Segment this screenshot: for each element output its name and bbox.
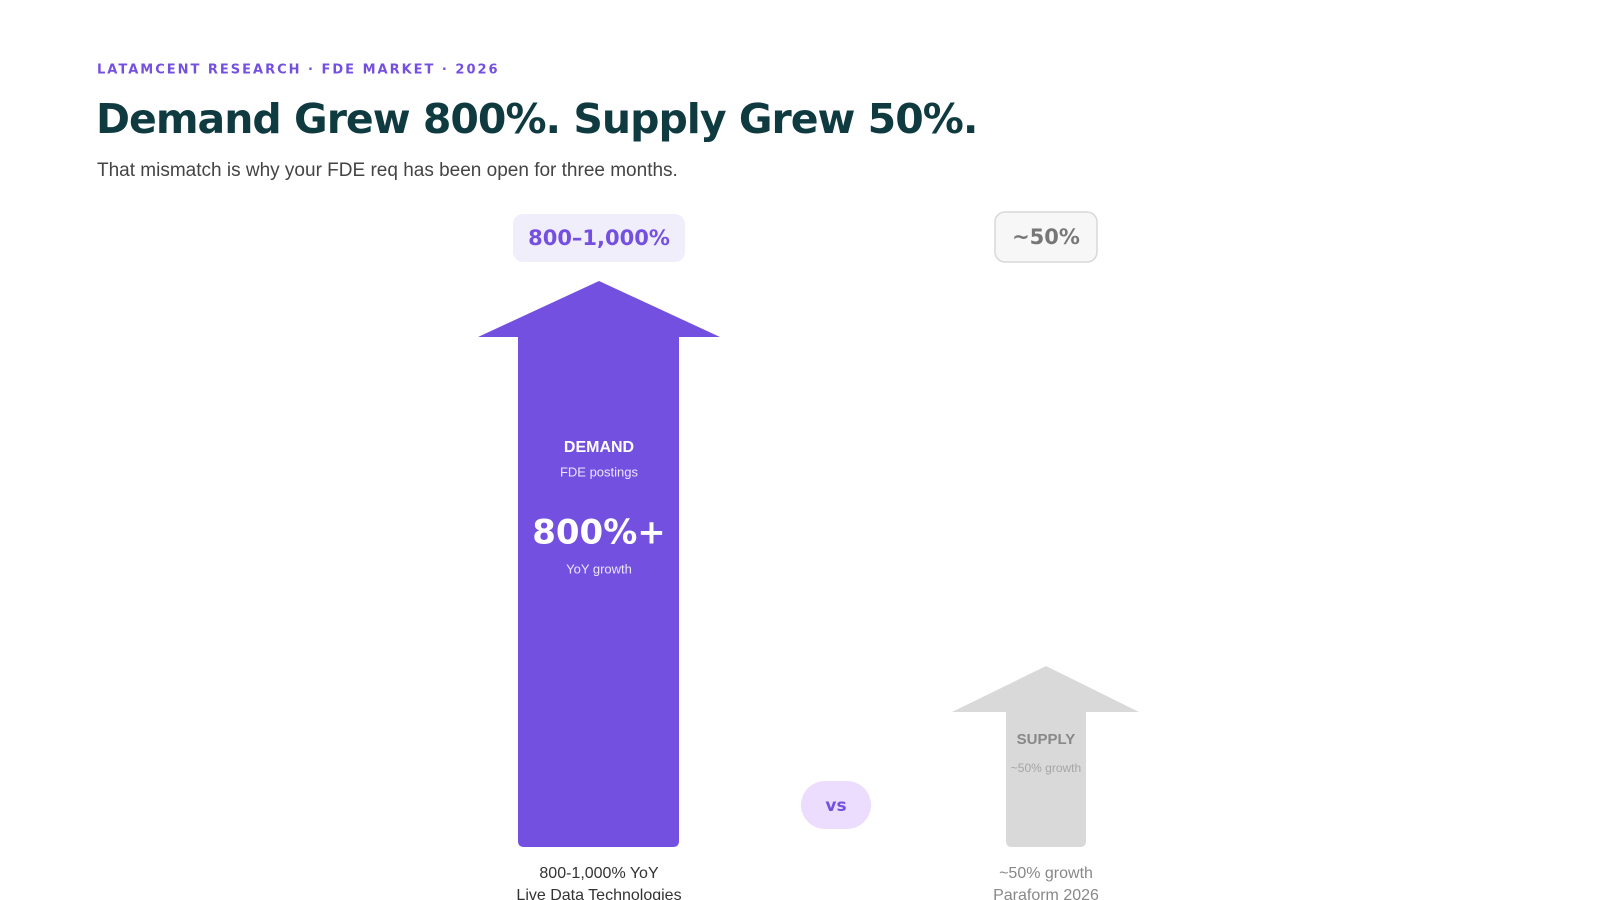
demand-stat-label: YoY growth <box>566 561 632 576</box>
demand-label: DEMAND <box>564 439 634 456</box>
eyebrow: LATAMCENT RESEARCH · FDE MARKET · 2026 <box>97 63 500 78</box>
title: Demand Grew 800%. Supply Grew 50%. <box>96 95 977 143</box>
demand-arrow <box>478 281 720 847</box>
demand-stat: 800%+ <box>532 513 666 553</box>
demand-caption: 800-1,000% YoY <box>539 865 659 882</box>
supply-arrow <box>952 666 1139 847</box>
supply-source: Paraform 2026 <box>993 887 1099 900</box>
demand-source: Live Data Technologies <box>516 887 681 900</box>
demand-sublabel: FDE postings <box>560 464 639 479</box>
supply-label: SUPPLY <box>1017 731 1076 748</box>
supply-badge-bg <box>994 211 1098 263</box>
supply-caption: ~50% growth <box>999 865 1093 882</box>
subtitle: That mismatch is why your FDE req has be… <box>97 160 678 181</box>
demand-badge-bg <box>513 214 685 262</box>
vs-pill <box>801 781 871 829</box>
supply-sublabel: ~50% growth <box>1011 761 1081 775</box>
vs: vs <box>825 796 846 816</box>
demand-badge: 800–1,000% <box>528 226 670 250</box>
supply-badge: ~50% <box>1012 225 1080 249</box>
